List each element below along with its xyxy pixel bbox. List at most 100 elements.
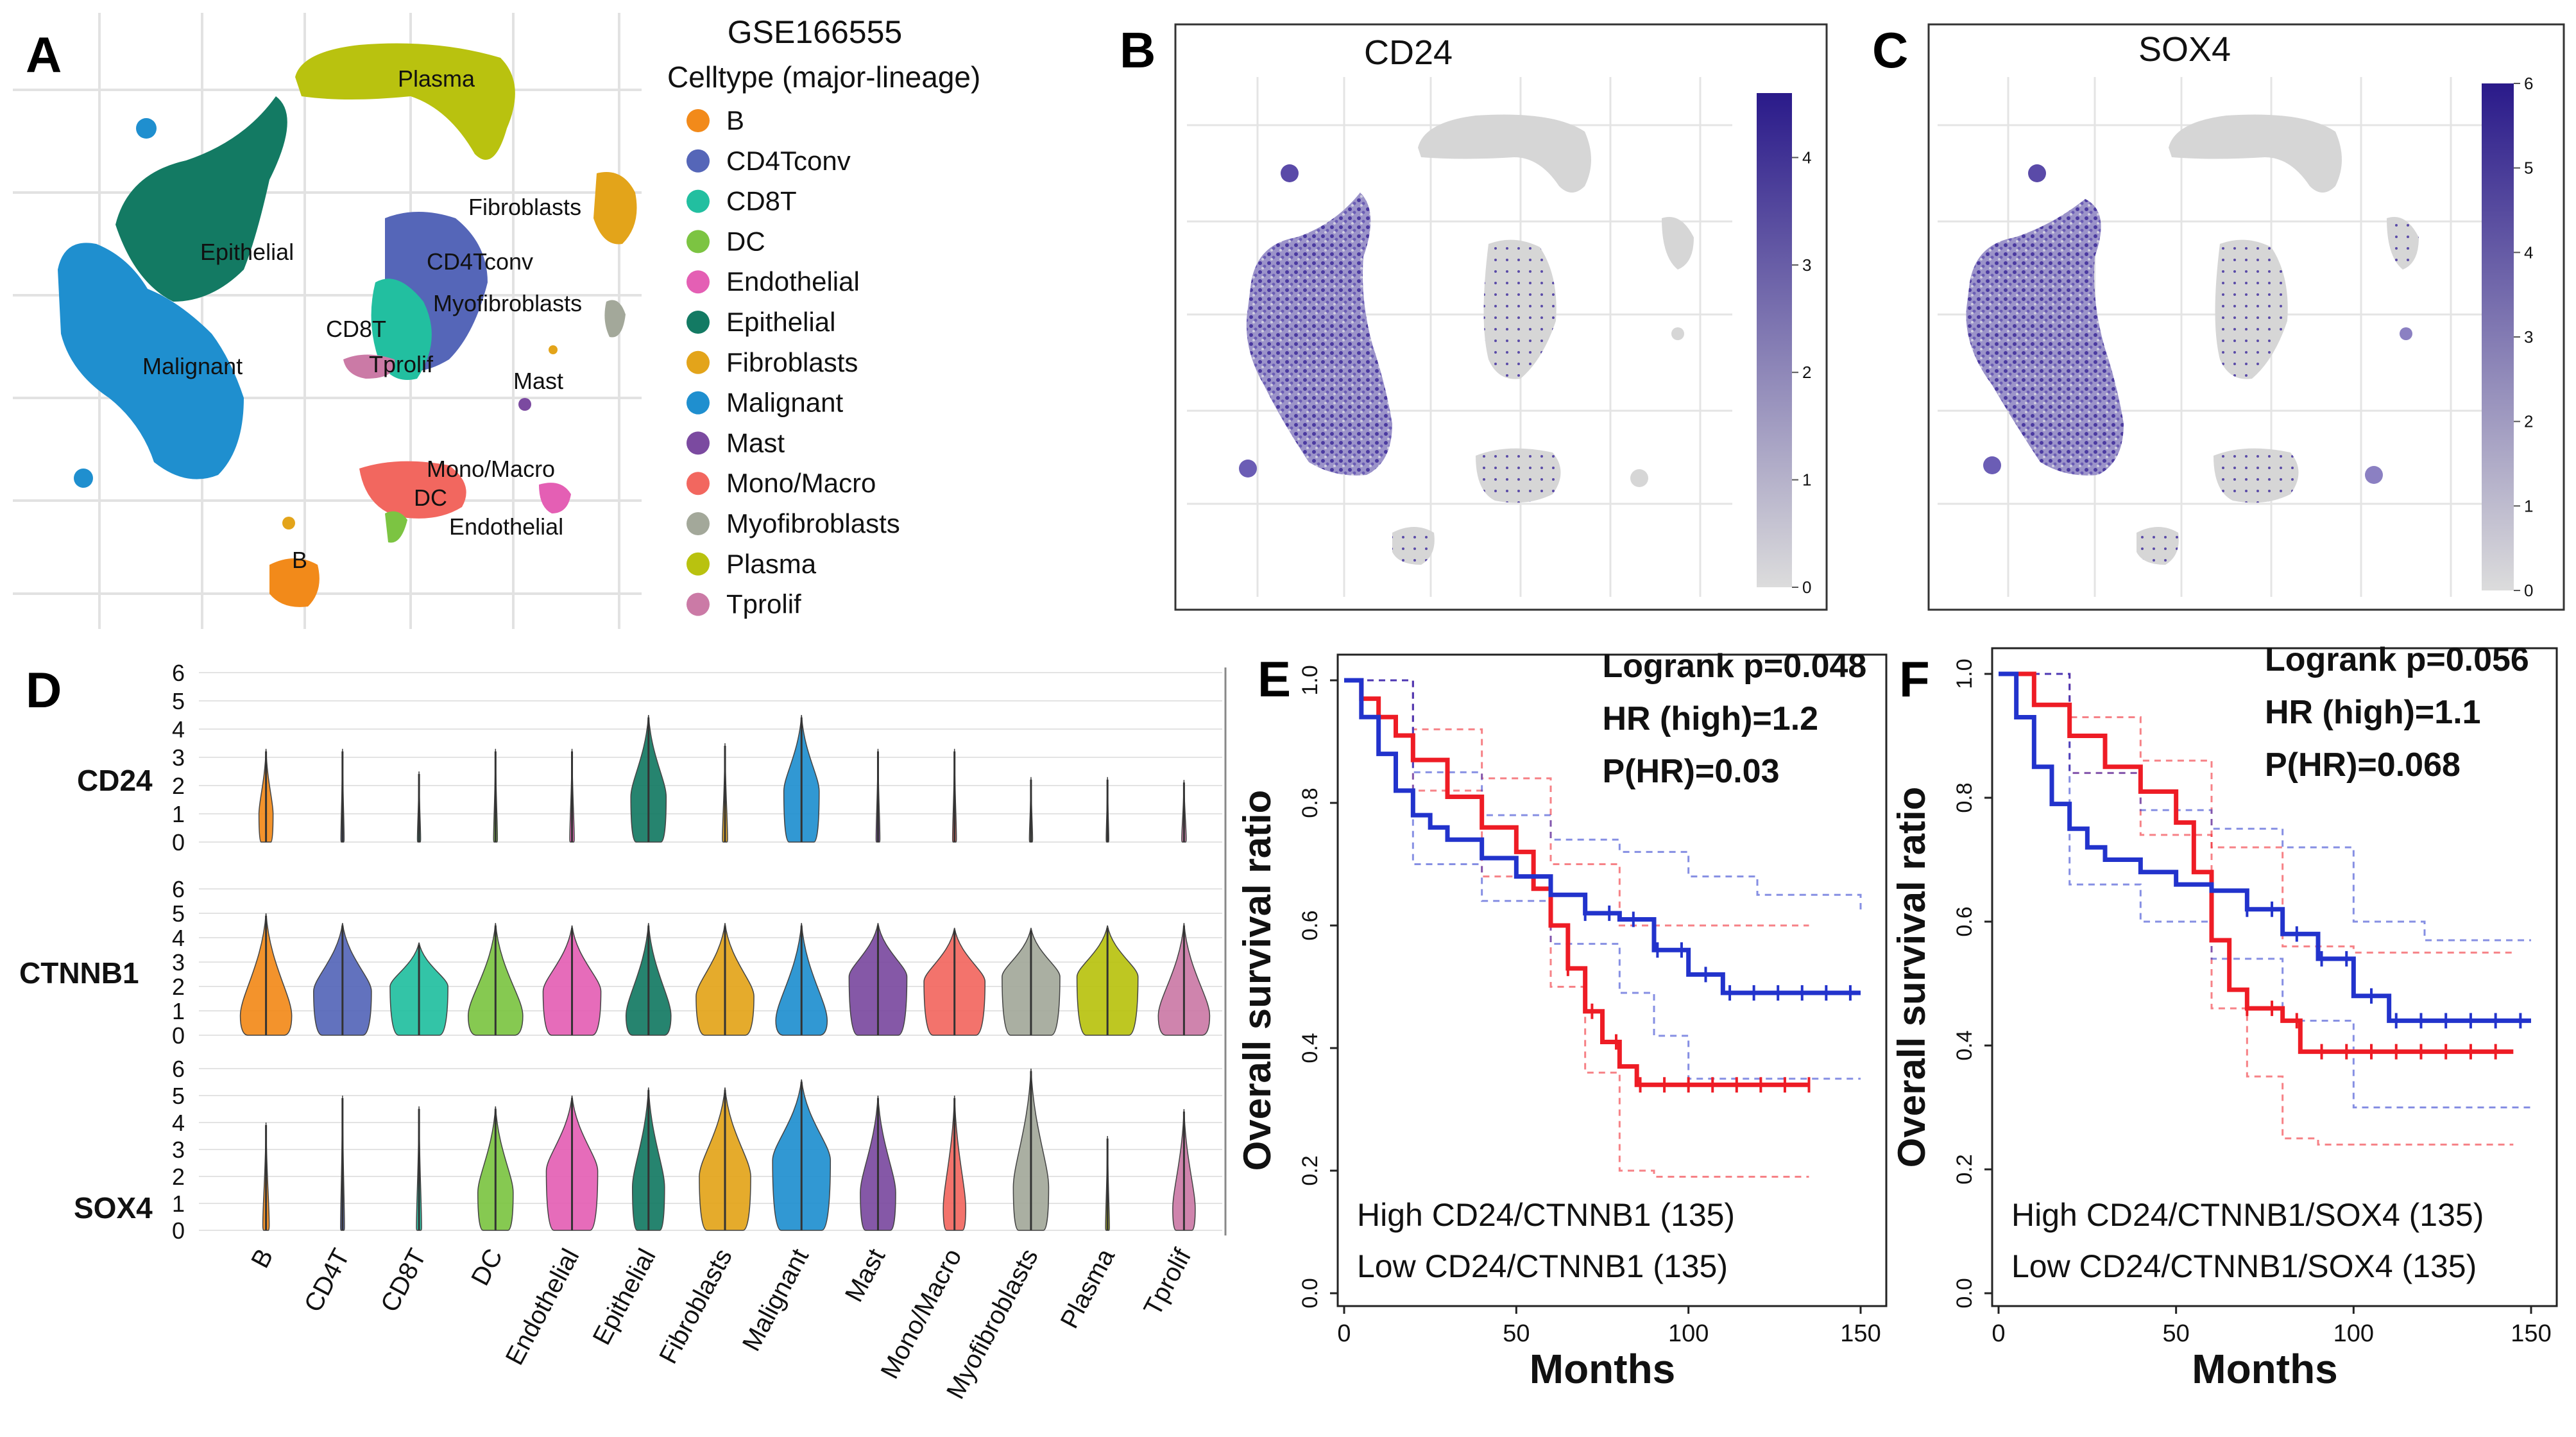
cluster-epithelial: [115, 96, 287, 302]
sox4-umap: [1966, 114, 2419, 565]
cluster-small-3: [549, 345, 558, 354]
km-low-curve: [1344, 678, 1861, 995]
sox4-colorbar: [2482, 83, 2514, 590]
legend-swatch: [687, 109, 710, 132]
legend-swatch: [687, 552, 710, 576]
legend-label: DC: [726, 226, 765, 256]
km-stat: HR (high)=1.1: [2265, 694, 2481, 731]
colorbar-tick-label: 3: [1802, 255, 1811, 275]
cd24-mono-cluster: [1476, 448, 1561, 503]
km-x-tick-label: 0: [1992, 1320, 2005, 1347]
colorbar-tick-label: 4: [2524, 243, 2533, 262]
km-stat: P(HR)=0.03: [1603, 753, 1780, 790]
km-y-tick-label: 0.8: [1952, 782, 1977, 813]
violin-y-tick: 3: [172, 949, 185, 976]
violin-y-tick: 1: [172, 801, 185, 827]
cluster-small-1: [136, 118, 157, 139]
panel-label-c: C: [1872, 22, 1908, 78]
km-stat: Logrank p=0.048: [1603, 648, 1867, 685]
sox4-small-cluster-1: [2028, 164, 2046, 182]
cd24-colorbar-ticks: 0 1 2 3 4: [1792, 148, 1811, 597]
cluster-dc: [385, 511, 407, 543]
legend-swatch: [687, 431, 710, 455]
cluster-label-mono-macro: Mono/Macro: [427, 456, 555, 482]
km-confidence-band: [1999, 673, 2514, 1146]
violin-y-tick: 0: [172, 829, 185, 856]
violin-y-tick: 5: [172, 900, 185, 927]
km-x-tick-label: 150: [2511, 1320, 2551, 1347]
violin-y-tick: 2: [172, 1164, 185, 1190]
panel-label-b: B: [1120, 22, 1156, 78]
dataset-title: GSE166555: [728, 14, 902, 50]
cd24-epithelial-cluster: [1246, 193, 1392, 476]
cd24-small-cluster-2: [1239, 460, 1257, 478]
km-plot-f: 0 50 100 150 0.0 0.2 0.4 0.6 0.8 1.0 Months Overall…: [1890, 641, 2558, 1392]
km-confidence-band: [1344, 679, 1809, 1178]
panel-f: F 0 50 100 150 0.0 0.2 0.4 0.6 0.8 1.0 Months Overa…: [1890, 641, 2558, 1392]
legend-swatch: [687, 391, 710, 415]
violin-y-tick: 6: [172, 660, 185, 686]
cluster-small-4: [282, 517, 295, 529]
cd24-small-cluster-1: [1281, 164, 1299, 182]
cluster-label-fibroblasts: Fibroblasts: [468, 194, 581, 220]
km-y-tick-label: 0.0: [1952, 1278, 1977, 1308]
violin-x-label: Fibroblasts: [654, 1244, 738, 1368]
violin-y-tick: 6: [172, 1056, 185, 1082]
km-legend-high: High CD24/CTNNB1/SOX4 (135): [2011, 1197, 2484, 1233]
km-x-tick-label: 100: [1668, 1320, 1709, 1347]
violin-y-tick: 1: [172, 998, 185, 1024]
km-x-tick-label: 50: [2163, 1320, 2190, 1347]
panel-e: E 0 50 100 150 0.0 0.2 0.4 0.6 0.8 1.0 Months Overa…: [1236, 648, 1888, 1392]
cluster-label-endothelial: Endothelial: [449, 513, 563, 540]
km-stat: Logrank p=0.056: [2265, 641, 2529, 678]
km-plot-e: 0 50 100 150 0.0 0.2 0.4 0.6 0.8 1.0 Months Overall…: [1236, 648, 1888, 1392]
cluster-label-cd4tconv: CD4Tconv: [427, 248, 533, 275]
legend-swatch: [687, 592, 710, 616]
km-confidence-band: [1999, 673, 2531, 942]
km-y-tick-label: 0.8: [1298, 787, 1322, 818]
km-confidence-band: [1999, 673, 2531, 1108]
cd24-colorbar: [1757, 93, 1792, 587]
cluster-label-plasma: Plasma: [398, 65, 475, 92]
legend-swatch: [687, 512, 710, 535]
violin-x-label: Mast: [840, 1244, 891, 1307]
panel-label-d: D: [26, 662, 62, 718]
violin-y-tick: 1: [172, 1191, 185, 1217]
cluster-label-cd8t: CD8T: [326, 316, 386, 342]
legend-swatch: [687, 270, 710, 294]
km-y-tick-label: 1.0: [1298, 665, 1322, 695]
colorbar-tick-label: 4: [1802, 148, 1811, 167]
cd24-plasma-cluster: [1418, 114, 1591, 193]
sox4-mono-cluster: [2213, 448, 2299, 503]
legend-label: CD8T: [726, 186, 797, 216]
row-label-sox4: SOX4: [74, 1191, 153, 1225]
violin-x-label: Tprolif: [1138, 1244, 1197, 1321]
cd24-tcell-cluster: [1483, 239, 1557, 379]
cluster-plasma: [295, 43, 515, 160]
violin-y-tick: 4: [172, 1110, 185, 1136]
colorbar-tick-label: 3: [2524, 327, 2533, 347]
km-x-tick-label: 150: [1840, 1320, 1881, 1347]
colorbar-tick-label: 0: [1802, 578, 1811, 597]
sox4-fibro-cluster: [2387, 217, 2419, 270]
km-x-axis-label: Months: [2192, 1346, 2338, 1392]
panel-label-e: E: [1258, 651, 1291, 707]
violin-x-label: B: [246, 1244, 278, 1273]
km-legend-high: High CD24/CTNNB1 (135): [1357, 1197, 1735, 1233]
legend-label: Epithelial: [726, 307, 835, 337]
sox4-small-cluster-3: [2365, 466, 2383, 484]
cluster-label-dc: DC: [414, 485, 447, 511]
km-frame: [1991, 647, 2558, 1307]
sox4-tcell-cluster: [2215, 239, 2288, 379]
violin-y-tick: 2: [172, 974, 185, 1000]
km-y-tick-label: 0.6: [1952, 906, 1977, 936]
sox4-epithelial-cluster: [1966, 199, 2124, 476]
km-y-tick-label: 0.4: [1952, 1030, 1977, 1060]
umap-clusters: [58, 43, 637, 607]
cd24-b-cluster: [1392, 527, 1435, 565]
km-y-tick-label: 0.0: [1298, 1278, 1322, 1308]
legend-label: Plasma: [726, 549, 817, 579]
cluster-fibroblasts: [593, 172, 637, 245]
